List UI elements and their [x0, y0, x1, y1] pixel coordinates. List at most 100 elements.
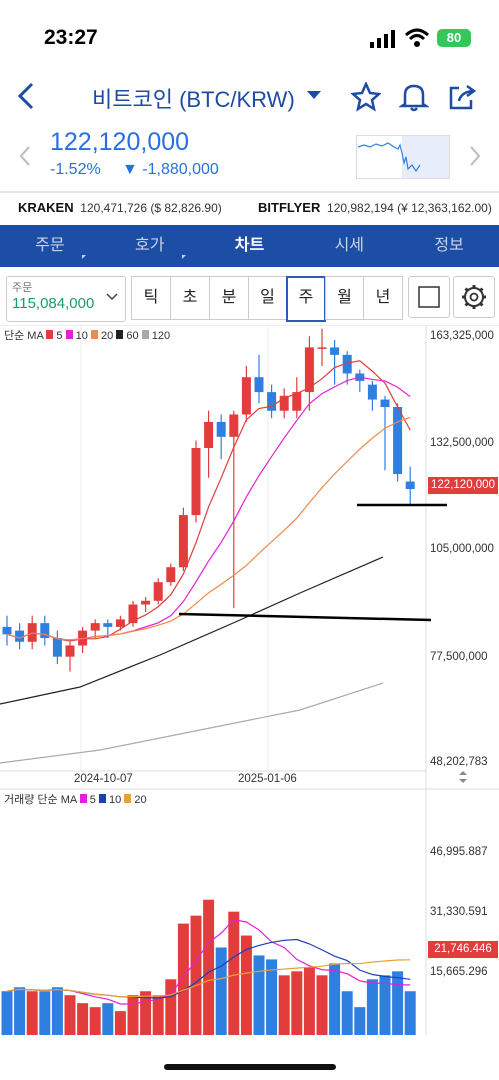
candle-body: [27, 623, 37, 642]
tab-chart[interactable]: 차트: [234, 237, 265, 254]
tab-bar: 주문 호가 차트 시세 정보: [0, 225, 499, 267]
exchange-bitflyer: BITFLYER 120,982,194 (¥ 12,363,162.00): [258, 200, 492, 215]
prev-coin-icon[interactable]: [18, 145, 32, 167]
candle-body: [204, 421, 214, 449]
candle-body: [166, 567, 176, 583]
mini-chart[interactable]: [356, 135, 450, 179]
volume-ma-legend: 거래량 단순 MA 5 10 20: [4, 794, 147, 806]
current-volume-label: 21,746.446: [428, 941, 498, 958]
square-icon: [418, 286, 440, 308]
price-tick-label: 48,202,783: [430, 756, 488, 768]
tab-order[interactable]: 주문: [0, 225, 100, 267]
gear-icon: [462, 285, 486, 309]
volume-bar: [240, 935, 252, 1035]
period-minute[interactable]: 분: [209, 276, 249, 320]
candle-body: [141, 600, 151, 605]
tab-market[interactable]: 시세: [334, 237, 365, 254]
candle-body: [229, 414, 239, 437]
volume-bar: [51, 987, 63, 1035]
ma-5-line: [6, 360, 411, 642]
candle-body: [65, 645, 75, 657]
page-title[interactable]: 비트코인 (BTC/KRW): [92, 87, 295, 112]
volume-bar: [39, 991, 51, 1035]
candle-body: [241, 377, 251, 415]
draw-tool-button[interactable]: [408, 276, 450, 318]
order-label: 주문: [12, 282, 33, 294]
volume-bar: [140, 991, 152, 1035]
back-icon[interactable]: [16, 82, 38, 110]
volume-bar: [102, 1003, 114, 1035]
signal-icon: [370, 30, 395, 48]
date-tick-label: 2025-01-06: [238, 773, 297, 785]
change-percent: -1.52%: [50, 161, 101, 178]
period-year[interactable]: 년: [363, 276, 403, 320]
period-tick[interactable]: 틱: [131, 276, 171, 320]
next-coin-icon[interactable]: [468, 145, 482, 167]
candle-body: [254, 377, 264, 393]
bell-icon[interactable]: [399, 82, 429, 112]
current-price-label: 122,120,000: [428, 477, 498, 494]
candle-body: [15, 630, 25, 642]
volume-bar: [114, 1011, 126, 1035]
candle-body: [304, 347, 314, 393]
ma-60-line: [0, 556, 384, 705]
volume-bar: [329, 963, 341, 1035]
period-second[interactable]: 초: [170, 276, 210, 320]
volume-bar: [77, 1003, 89, 1035]
volume-bar: [177, 923, 189, 1035]
volume-bar: [165, 979, 177, 1035]
price-ma-legend: 단순 MA 5 10 20 60 120: [4, 330, 171, 342]
volume-tick-label: 31,330.591: [430, 906, 488, 918]
candle-body: [115, 619, 125, 627]
candle-body: [317, 347, 327, 349]
volume-bar: [127, 995, 139, 1035]
chevron-down-icon[interactable]: [106, 293, 118, 301]
candle-body: [279, 395, 289, 411]
volume-bar: [190, 915, 202, 1035]
tab-orderbook[interactable]: 호가: [100, 225, 200, 267]
divider: [0, 191, 499, 193]
candle-body: [52, 638, 62, 657]
period-month[interactable]: 월: [325, 276, 364, 320]
current-price: 122,120,000: [50, 128, 190, 156]
share-icon[interactable]: [447, 82, 477, 112]
star-icon[interactable]: [351, 82, 381, 112]
volume-bar: [215, 947, 227, 1035]
volume-bar: [266, 959, 278, 1035]
volume-bar: [354, 1007, 366, 1035]
status-time: 23:27: [44, 26, 98, 49]
candle-body: [267, 392, 277, 411]
period-day[interactable]: 일: [248, 276, 287, 320]
volume-bar: [303, 967, 315, 1035]
candle-body: [367, 384, 377, 400]
candle-body: [40, 623, 50, 639]
candle-body: [405, 481, 415, 489]
candle-body: [380, 399, 390, 408]
volume-bar: [1, 991, 13, 1035]
drawn-line[interactable]: [178, 612, 432, 622]
price-tick-label: 163,325,000: [430, 330, 494, 342]
period-week[interactable]: 주: [286, 276, 326, 322]
candle-body: [393, 407, 403, 475]
volume-bar: [316, 975, 328, 1035]
resize-handle-icon[interactable]: [459, 771, 467, 783]
candle-body: [128, 604, 138, 624]
tab-info[interactable]: 정보: [434, 237, 464, 254]
candle-body: [178, 515, 188, 568]
exchange-kraken: KRAKEN 120,471,726 ($ 82,826.90): [18, 200, 222, 215]
volume-bar: [278, 975, 290, 1035]
wifi-icon: [404, 28, 430, 47]
price-tick-label: 132,500,000: [430, 437, 494, 449]
volume-bar: [366, 979, 378, 1035]
candle-body: [2, 626, 12, 635]
volume-tick-label: 46,995.887: [430, 846, 488, 858]
price-tick-label: 105,000,000: [430, 543, 494, 555]
candlestick-chart[interactable]: [0, 325, 499, 1035]
order-price-box[interactable]: [6, 276, 126, 322]
chevron-down-icon[interactable]: [307, 91, 321, 101]
candle-body: [153, 582, 163, 601]
price-tick-label: 77,500,000: [430, 651, 488, 663]
settings-button[interactable]: [453, 276, 495, 318]
candle-body: [90, 623, 100, 631]
volume-bar: [392, 971, 404, 1035]
